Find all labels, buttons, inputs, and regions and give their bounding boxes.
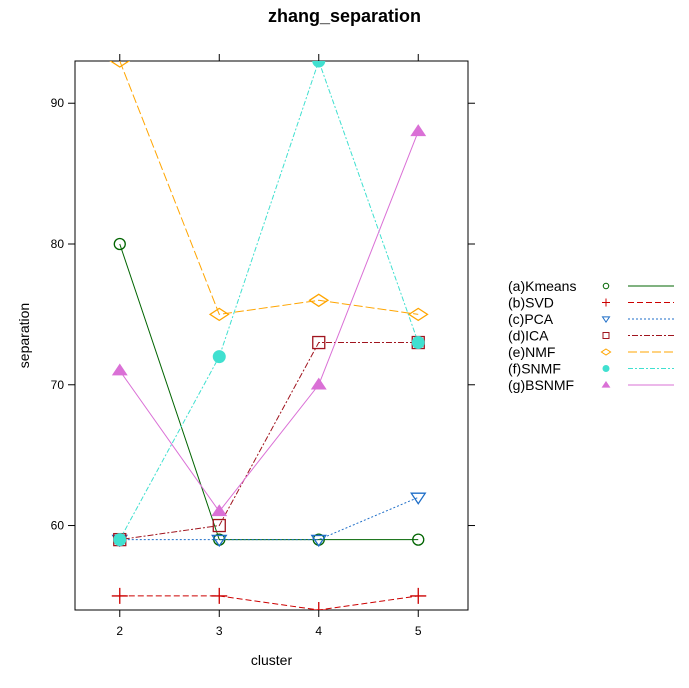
legend-marker-gbsnmf [601, 380, 611, 388]
y-tick-label: 60 [51, 519, 65, 533]
data-point-akmeans [412, 533, 425, 546]
data-point-bsvd [410, 587, 427, 604]
data-point-enmf [308, 293, 330, 308]
x-tick-label: 3 [216, 624, 223, 638]
data-point-bsvd [111, 587, 128, 604]
legend-marker-cpca [601, 316, 611, 324]
series-line-dica [119, 342, 419, 541]
legend-marker-enmf [600, 348, 612, 356]
x-tick-label: 2 [116, 624, 123, 638]
series-line-fsnmf [119, 61, 419, 540]
plot-area [109, 61, 429, 610]
legend-label-akmeans: (a)Kmeans [508, 278, 576, 294]
legend-marker-dica [602, 332, 610, 339]
data-point-cpca [310, 534, 327, 548]
data-point-dica [312, 335, 326, 350]
data-point-dica [212, 518, 226, 533]
y-tick-label: 70 [51, 378, 65, 392]
data-point-bsvd [310, 602, 327, 610]
legend-label-cpca: (c)PCA [508, 311, 554, 327]
series-line-cpca [119, 496, 419, 541]
y-tick-label: 90 [51, 96, 65, 110]
legend-label-bsvd: (b)SVD [508, 295, 554, 311]
x-tick-label: 4 [315, 624, 322, 638]
data-point-fsnmf [411, 336, 425, 350]
series-line-enmf [119, 61, 419, 315]
data-point-bsvd [211, 587, 228, 604]
legend-label-enmf: (e)NMF [508, 344, 555, 360]
y-tick-label: 80 [51, 237, 65, 251]
series-line-akmeans [119, 243, 419, 541]
legend-label-dica: (d)ICA [508, 328, 549, 344]
data-point-enmf [109, 61, 131, 68]
data-point-gbsnmf [111, 363, 128, 376]
data-point-fsnmf [212, 350, 226, 364]
data-point-gbsnmf [211, 504, 228, 517]
plot-frame [74, 60, 469, 611]
data-point-enmf [407, 307, 429, 322]
legend-marker-akmeans [602, 282, 610, 290]
series-line-bsvd [119, 595, 419, 610]
x-axis-label: cluster [251, 652, 293, 668]
data-point-cpca [211, 534, 228, 548]
data-point-gbsnmf [410, 124, 427, 137]
data-point-fsnmf [113, 533, 127, 547]
legend-marker-fsnmf [602, 365, 610, 372]
legend-marker-bsvd [602, 298, 610, 307]
x-tick-label: 5 [415, 624, 422, 638]
data-point-akmeans [113, 237, 126, 251]
data-point-fsnmf [312, 61, 326, 68]
data-point-enmf [208, 307, 230, 322]
chart-title: zhang_separation [267, 6, 422, 26]
data-point-gbsnmf [310, 377, 327, 390]
legend-label-gbsnmf: (g)BSNMF [508, 377, 574, 393]
y-axis-label: separation [16, 303, 32, 368]
legend-label-fsnmf: (f)SNMF [508, 361, 561, 377]
series-line-gbsnmf [119, 131, 419, 513]
data-point-cpca [410, 492, 427, 505]
